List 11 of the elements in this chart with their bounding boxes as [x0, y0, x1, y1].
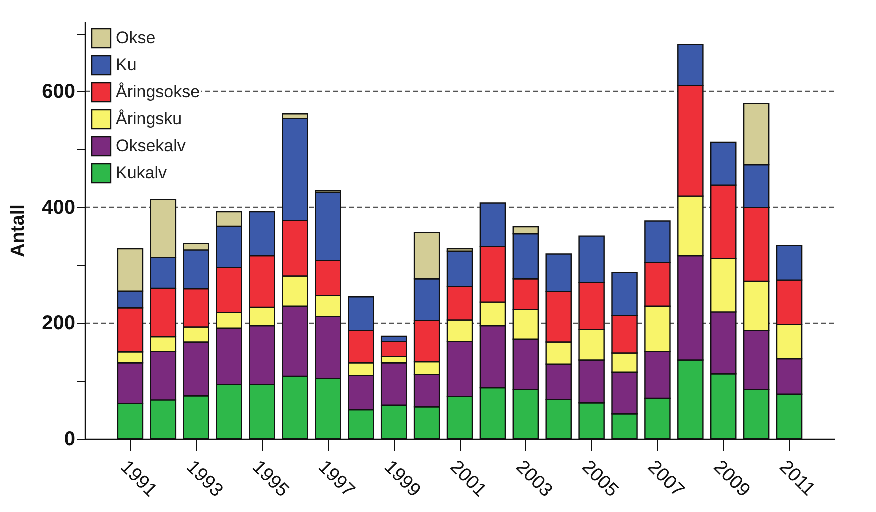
legend-label: Åringsokse: [116, 82, 200, 102]
y-tick-label: 600: [42, 81, 76, 103]
legend-label: Kukalv: [116, 164, 168, 182]
legend-label: Ku: [116, 56, 137, 74]
legend-label: Åringsku: [116, 110, 182, 128]
y-axis-title: Antall: [8, 204, 30, 258]
y-tick-label: 400: [42, 196, 76, 219]
y-tick-label: 0: [64, 428, 76, 450]
y-tick-label: 200: [42, 312, 76, 335]
legend-label: Oksekalv: [116, 136, 186, 156]
legend-label: Okse: [116, 28, 156, 48]
